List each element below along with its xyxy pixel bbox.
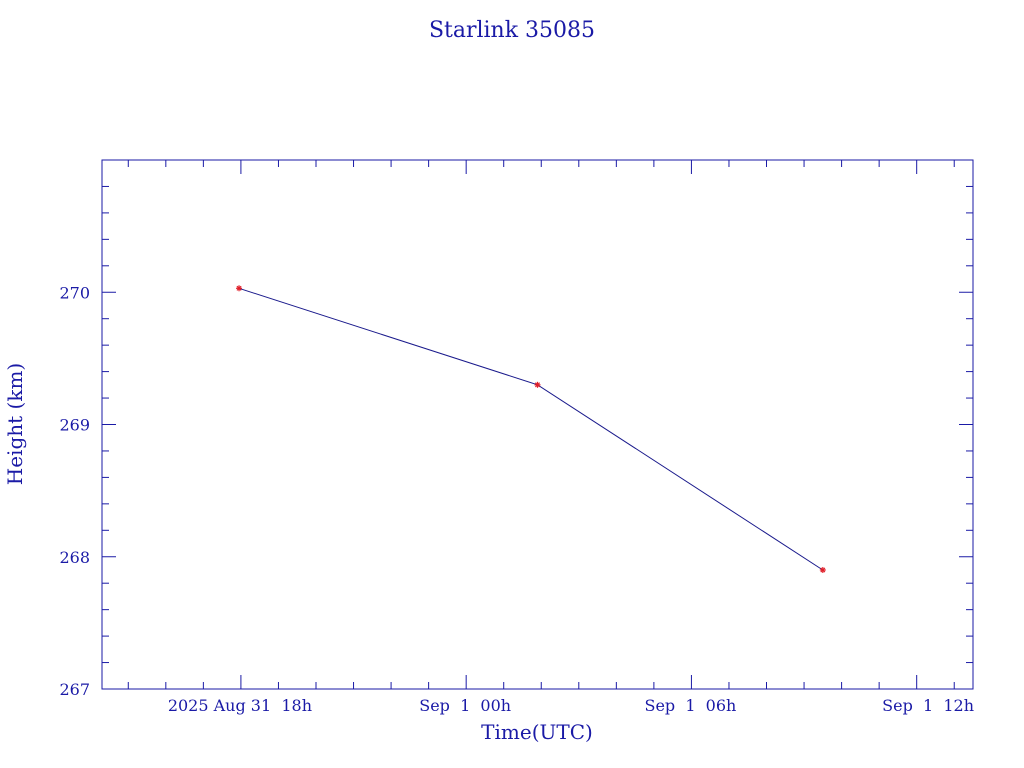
data-point-marker: [236, 285, 243, 292]
y-axis-label: Height (km): [3, 363, 27, 485]
x-tick-label: 2025 Aug 31 18h: [168, 696, 312, 715]
x-axis-tick-labels: 2025 Aug 31 18h Sep 1 00h Sep 1 06h Sep 1 1…: [168, 696, 974, 715]
series-layer: [236, 285, 826, 573]
y-tick-label: 270: [59, 283, 90, 302]
y-tick-label: 269: [59, 416, 90, 435]
data-point-marker: [534, 381, 541, 388]
chart-title: Starlink 35085: [429, 18, 595, 43]
data-point-marker: [819, 566, 826, 573]
x-axis-label: Time(UTC): [481, 720, 593, 744]
y-axis-tick-labels: 267 268 269 270: [59, 283, 90, 699]
series-line: [238, 287, 824, 571]
x-tick-label: Sep 1 00h: [419, 696, 511, 715]
y-tick-label: 268: [59, 548, 90, 567]
y-axis-ticks: [102, 159, 973, 690]
x-tick-label: Sep 1 12h: [882, 696, 974, 715]
plot-frame: [101, 159, 974, 690]
x-axis-ticks: [127, 160, 955, 689]
x-tick-label: Sep 1 06h: [644, 696, 736, 715]
y-tick-label: 267: [59, 680, 90, 699]
